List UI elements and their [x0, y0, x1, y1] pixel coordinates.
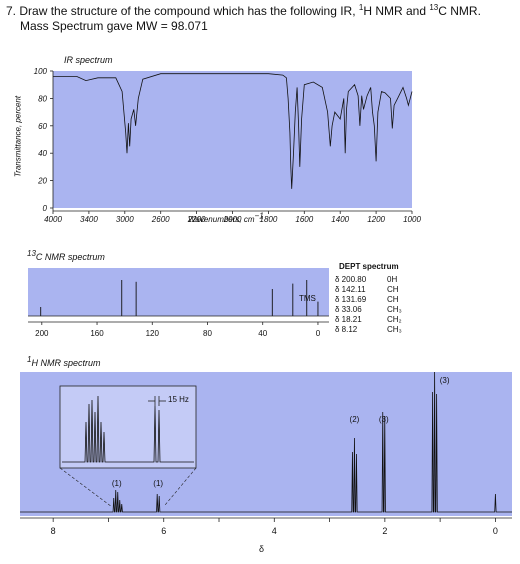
- dept-shift: δ 8.12: [335, 325, 358, 334]
- cnmr-x-tick-label: 80: [203, 329, 212, 338]
- hnmr-inset-box: [59, 385, 197, 469]
- cnmr-title: 13C NMR spectrum: [27, 249, 105, 263]
- dept-shift: δ 33.06: [335, 305, 362, 314]
- integration-label: (1): [112, 479, 122, 488]
- inset-guide-left: [59, 467, 111, 507]
- inset-guide-right: [163, 467, 197, 507]
- ir-x-tick-label: 4000: [44, 215, 62, 224]
- dept-shift: δ 131.69: [335, 295, 367, 304]
- dept-mult: 0H: [387, 275, 398, 284]
- integration-label: (2): [350, 415, 360, 424]
- ir-xlabel-text: Wavenumbers, cm: [188, 215, 255, 224]
- hnmr-title: 1H NMR spectrum: [27, 355, 101, 369]
- dept-mult: CH: [387, 285, 399, 294]
- ir-x-tick-label: 1000: [403, 215, 421, 224]
- integration-label: (3): [440, 376, 450, 385]
- dept-row: δ 131.69 CH: [331, 295, 425, 305]
- ir-x-tick-label: 2200: [187, 215, 206, 224]
- ir-x-tick-label: 2600: [151, 215, 170, 224]
- ir-y-tick-label: 60: [38, 122, 47, 131]
- hnmr-chart: 8 6 4 2 0 (1) (1) (2) (3) (3): [20, 371, 512, 536]
- hnmr-x-tick-label: 0: [493, 526, 498, 536]
- ir-trace: [53, 73, 413, 189]
- problem-text-b: H NMR and: [363, 4, 430, 18]
- ir-chart: 100 80 60 40 20 0 4000 3400 3000 2600 2200 2000 1800…: [34, 67, 422, 224]
- ir-y-tick-label: 20: [37, 177, 47, 186]
- cnmr-x-tick-label: 160: [90, 329, 104, 338]
- problem-sup-h: 1: [358, 3, 364, 12]
- problem-text-c: C NMR.: [438, 4, 481, 18]
- cnmr-chart: 200 160 120 80 40 0: [28, 268, 329, 338]
- ir-y-tick-label: 100: [34, 67, 48, 76]
- ir-xlabel: Wavenumbers, cm−1: [188, 212, 264, 224]
- dept-shift: δ 142.11: [335, 285, 366, 294]
- cnmr-plot-area: [28, 268, 329, 316]
- dept-shift: δ 200.80: [335, 275, 367, 284]
- problem-line-1: 7. Draw the structure of the compound wh…: [6, 4, 516, 19]
- ir-x-tick-label: 1800: [260, 215, 278, 224]
- cnmr-x-tick-label: 40: [258, 329, 267, 338]
- dept-row: δ 8.12 CH₃: [331, 325, 425, 335]
- dept-row: δ 142.11 CH: [331, 285, 425, 295]
- integration-label: (1): [153, 479, 163, 488]
- ir-x-tick-label: 2000: [223, 215, 242, 224]
- problem-sup-c: 13: [429, 3, 439, 12]
- hnmr-x-tick-label: 8: [51, 526, 56, 536]
- integration-label: (3): [379, 415, 389, 424]
- hnmr-title-sup: 1: [27, 355, 32, 364]
- hnmr-inset-trace: [62, 395, 194, 463]
- ir-x-tick-label: 1200: [367, 215, 385, 224]
- hnmr-x-tick-label: 2: [382, 526, 387, 536]
- dept-mult: CH₃: [387, 325, 402, 334]
- ir-x-tick-label: 3000: [116, 215, 134, 224]
- dept-mult: CH₃: [387, 305, 402, 314]
- problem-text-a: Draw the structure of the compound which…: [19, 4, 359, 18]
- ir-y-tick-label: 80: [38, 94, 47, 103]
- ir-xlabel-sup: −1: [254, 211, 264, 221]
- ir-x-tick-label: 3400: [80, 215, 98, 224]
- problem-number: 7.: [6, 4, 17, 18]
- cnmr-x-tick-label: 120: [146, 329, 160, 338]
- dept-mult: CH: [387, 295, 399, 304]
- problem-line-2: Mass Spectrum gave MW = 98.071: [20, 19, 208, 33]
- ir-plot-area: [53, 71, 412, 208]
- hnmr-x-tick-label: 4: [272, 526, 277, 536]
- cnmr-x-tick-label: 200: [35, 329, 49, 338]
- dept-row: δ 18.21 CH₂: [331, 315, 425, 325]
- cnmr-x-tick-label: 0: [316, 329, 321, 338]
- ir-x-tick-label: 1600: [295, 215, 313, 224]
- dept-mult: CH₂: [387, 315, 402, 324]
- problem-statement: 7. Draw the structure of the compound wh…: [6, 4, 516, 34]
- tms-label: TMS: [299, 294, 316, 303]
- ir-title: IR spectrum: [64, 55, 113, 65]
- ir-x-tick-label: 1400: [331, 215, 349, 224]
- dept-row: δ 200.80 0H: [331, 275, 425, 285]
- inset-scale-label: 15 Hz: [168, 395, 189, 404]
- cnmr-title-text: C NMR spectrum: [35, 252, 105, 262]
- cnmr-title-sup: 13: [27, 249, 36, 258]
- dept-title: DEPT spectrum: [339, 262, 399, 271]
- ir-y-tick-label: 40: [38, 149, 47, 158]
- dept-row: δ 33.06 CH₃: [331, 305, 425, 315]
- dept-rows: δ 200.80 0H δ 142.11 CH δ 131.69 CH δ 33.06…: [331, 275, 425, 335]
- hnmr-trace: [20, 371, 512, 513]
- ir-y-tick-label: 0: [43, 204, 48, 213]
- hnmr-xlabel: δ: [259, 544, 265, 554]
- dept-table: DEPT spectrum δ 200.80 0H δ 142.11 CH δ 13…: [331, 258, 425, 348]
- hnmr-title-text: H NMR spectrum: [31, 358, 101, 368]
- hnmr-x-tick-label: 6: [161, 526, 166, 536]
- dept-shift: δ 18.21: [335, 315, 362, 324]
